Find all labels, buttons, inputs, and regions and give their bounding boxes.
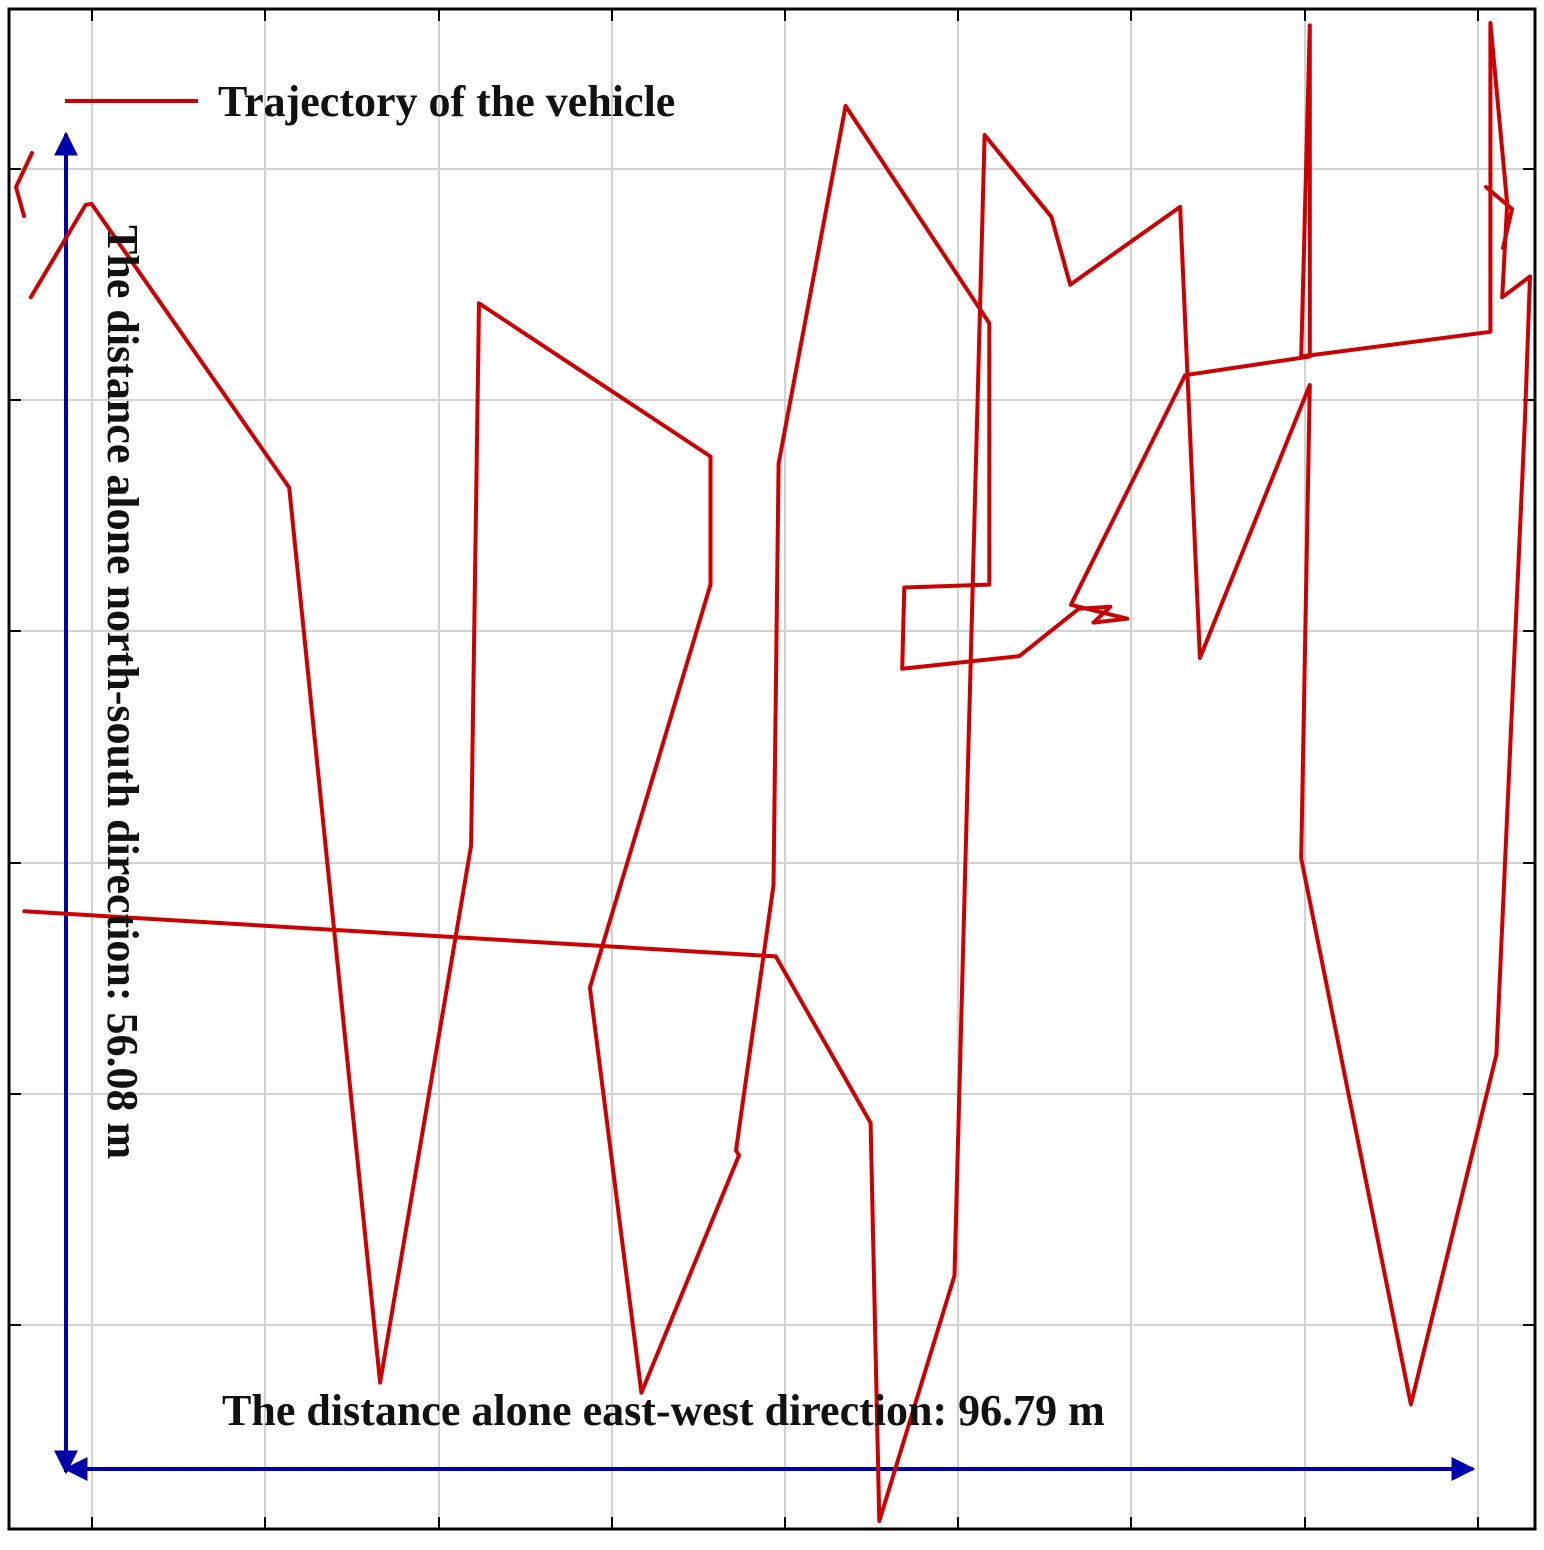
east-west-distance-label: The distance alone east-west direction: … xyxy=(222,1386,1105,1435)
legend-label: Trajectory of the vehicle xyxy=(218,77,675,126)
legend: Trajectory of the vehicle xyxy=(65,77,675,126)
trajectory-arrowhead-right xyxy=(1484,185,1515,250)
plot-frame xyxy=(7,7,1537,1531)
trajectory-arrowhead-left xyxy=(13,151,34,218)
grid-lines xyxy=(9,9,1535,1529)
trajectory-line xyxy=(22,21,1532,1524)
dimension-arrows xyxy=(54,131,1476,1481)
series-layer xyxy=(13,21,1532,1524)
north-south-distance-label: The distance alone north-south direction… xyxy=(98,225,147,1159)
